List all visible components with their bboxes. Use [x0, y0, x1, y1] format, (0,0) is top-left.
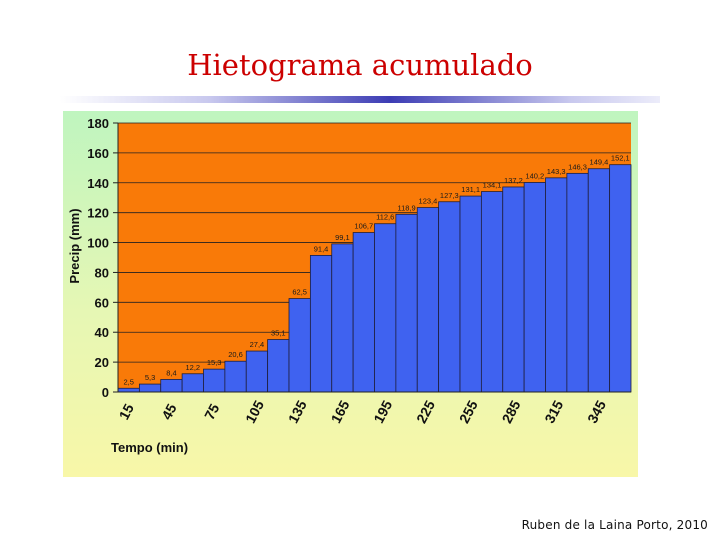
bar — [267, 339, 290, 393]
bar — [502, 186, 525, 393]
bar — [288, 298, 311, 393]
x-tick-label: 315 — [541, 397, 566, 425]
y-tick-label: 60 — [95, 295, 109, 310]
data-label: 134,1 — [483, 181, 502, 190]
bar — [160, 379, 183, 393]
y-tick-label: 100 — [87, 236, 109, 251]
data-label: 137,2 — [504, 176, 523, 185]
data-label: 146,3 — [568, 162, 587, 171]
bar — [331, 243, 354, 393]
y-tick-label: 120 — [87, 206, 109, 221]
slide-title: Hietograma acumulado — [187, 48, 533, 82]
y-tick-label: 80 — [95, 265, 109, 280]
data-label: 35,1 — [271, 329, 286, 338]
data-label: 118,9 — [397, 203, 415, 212]
data-label: 131,1 — [461, 185, 480, 194]
bar — [545, 177, 568, 393]
title-divider — [60, 96, 660, 103]
bar — [224, 360, 247, 393]
bar — [374, 223, 397, 393]
data-label: 27,4 — [250, 340, 265, 349]
data-label: 2,5 — [123, 377, 133, 386]
y-tick-label: 40 — [95, 325, 109, 340]
bar — [609, 164, 632, 393]
data-label: 112,6 — [376, 213, 394, 222]
x-tick-label: 135 — [285, 397, 310, 425]
bar — [352, 232, 375, 393]
bar — [138, 383, 162, 393]
data-label: 20,6 — [228, 350, 243, 359]
data-label: 62,5 — [292, 288, 307, 297]
y-tick-label: 180 — [87, 116, 109, 131]
bar — [395, 213, 418, 393]
x-axis-title: Tempo (min) — [111, 440, 188, 455]
bar — [181, 373, 204, 393]
bar — [117, 387, 140, 393]
data-label: 106,7 — [354, 222, 373, 231]
bar — [203, 368, 226, 393]
data-label: 5,3 — [145, 373, 155, 382]
y-tick-label: 160 — [87, 146, 109, 161]
x-tick-label: 195 — [370, 397, 395, 425]
x-tick-label: 225 — [413, 397, 438, 425]
x-tick-label: 15 — [116, 401, 138, 422]
data-label: 91,4 — [314, 244, 329, 253]
bar — [587, 168, 611, 393]
x-tick-label: 105 — [242, 397, 267, 425]
data-label: 123,4 — [419, 197, 438, 206]
data-label: 140,2 — [525, 171, 544, 180]
data-label: 15,3 — [207, 358, 222, 367]
bar — [480, 191, 504, 393]
bar — [309, 255, 333, 393]
data-label: 127,3 — [440, 191, 459, 200]
chart-panel: 0 20 40 60 80 100 120 140 160 180 2,5 5,3 8,4 12,2 15,… — [63, 111, 638, 477]
data-label: 8,4 — [166, 368, 176, 377]
data-label: 152,1 — [611, 154, 630, 163]
x-tick-label: 165 — [327, 397, 352, 425]
y-tick-label: 0 — [102, 385, 109, 400]
bar — [566, 172, 589, 393]
data-label: 149,4 — [590, 158, 609, 167]
y-tick-label: 20 — [95, 355, 109, 370]
bar — [523, 182, 546, 393]
bar — [459, 195, 482, 393]
data-label: 143,3 — [547, 167, 566, 176]
x-tick-label: 345 — [584, 397, 609, 425]
bar — [245, 350, 269, 393]
x-tick-label: 255 — [456, 397, 481, 425]
y-axis-title: Precip (mm) — [67, 208, 82, 283]
bar — [438, 201, 461, 393]
x-tick-label: 75 — [201, 401, 223, 422]
cumulative-hyetograph-chart: 0 20 40 60 80 100 120 140 160 180 2,5 5,3 8,4 12,2 15,… — [67, 116, 632, 455]
data-label: 12,2 — [186, 363, 201, 372]
y-tick-label: 140 — [87, 176, 109, 191]
x-tick-label: 45 — [158, 401, 180, 422]
data-label: 99,1 — [335, 233, 350, 242]
bar — [416, 207, 440, 393]
x-tick-label: 285 — [498, 397, 523, 425]
author-credit: Ruben de la Laina Porto, 2010 — [521, 518, 708, 532]
